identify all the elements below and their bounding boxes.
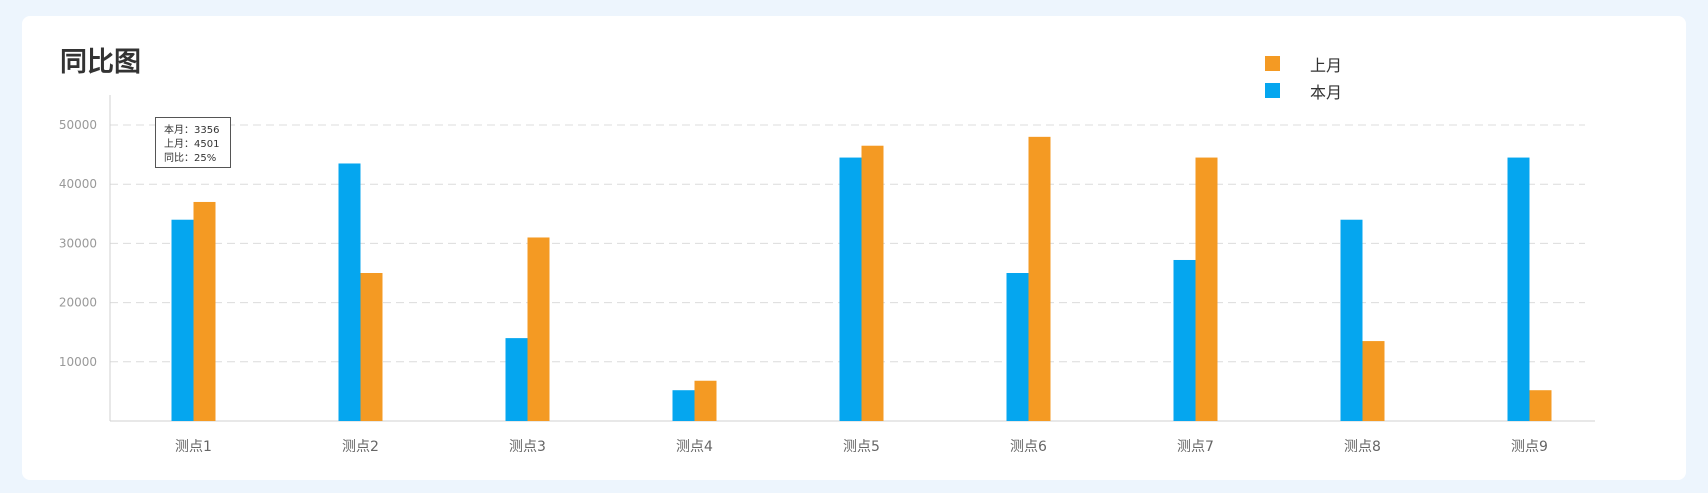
tooltip-line-last-month: 上月：4501	[164, 139, 220, 150]
bar-this-month	[171, 219, 194, 421]
y-tick-label: 50000	[59, 118, 97, 132]
legend-swatch-this-month	[1265, 83, 1280, 98]
x-tick-label: 测点9	[1511, 439, 1548, 455]
legend-label-last-month: 上月	[1310, 55, 1343, 75]
legend-item-this-month[interactable]: 本月	[1265, 77, 1342, 104]
bar-this-month	[672, 390, 695, 421]
x-tick-label: 测点2	[342, 439, 379, 455]
bar-this-month	[505, 338, 528, 421]
bar-this-month	[1173, 259, 1196, 421]
chart-tooltip: 本月：3356 上月：4501 同比：25%	[155, 117, 231, 168]
x-tick-label: 测点3	[509, 439, 546, 455]
bar-last-month	[861, 145, 884, 421]
bar-this-month	[1006, 273, 1029, 421]
tooltip-line-yoy: 同比：25%	[164, 153, 217, 164]
bar-this-month	[839, 157, 862, 421]
chart-legend[interactable]: 上月 本月	[1265, 50, 1342, 104]
y-tick-label: 30000	[59, 236, 97, 250]
bar-last-month	[694, 380, 717, 421]
chart-title: 同比图	[60, 47, 141, 78]
x-tick-label: 测点8	[1344, 439, 1381, 455]
y-tick-label: 40000	[59, 177, 97, 191]
bar-last-month	[527, 237, 550, 421]
bar-last-month	[1529, 390, 1552, 421]
y-tick-label: 10000	[59, 355, 97, 369]
x-tick-label: 测点7	[1177, 439, 1214, 455]
tooltip-line-this-month: 本月：3356	[164, 125, 220, 136]
bar-last-month	[1195, 157, 1218, 421]
bar-this-month	[1507, 157, 1530, 421]
y-tick-label: 20000	[59, 296, 97, 310]
bar-last-month	[1028, 136, 1051, 421]
bar-this-month	[1340, 219, 1363, 421]
bar-last-month	[1362, 341, 1385, 421]
legend-label-this-month: 本月	[1310, 82, 1343, 102]
legend-item-last-month[interactable]: 上月	[1265, 50, 1342, 77]
x-tick-label: 测点6	[1010, 439, 1047, 455]
bar-this-month	[338, 163, 361, 422]
legend-swatch-last-month	[1265, 56, 1280, 71]
bar-last-month	[360, 273, 383, 421]
x-tick-label: 测点5	[843, 439, 880, 455]
bar-last-month	[193, 201, 216, 421]
x-tick-label: 测点1	[175, 439, 212, 455]
x-tick-label: 测点4	[676, 439, 713, 455]
